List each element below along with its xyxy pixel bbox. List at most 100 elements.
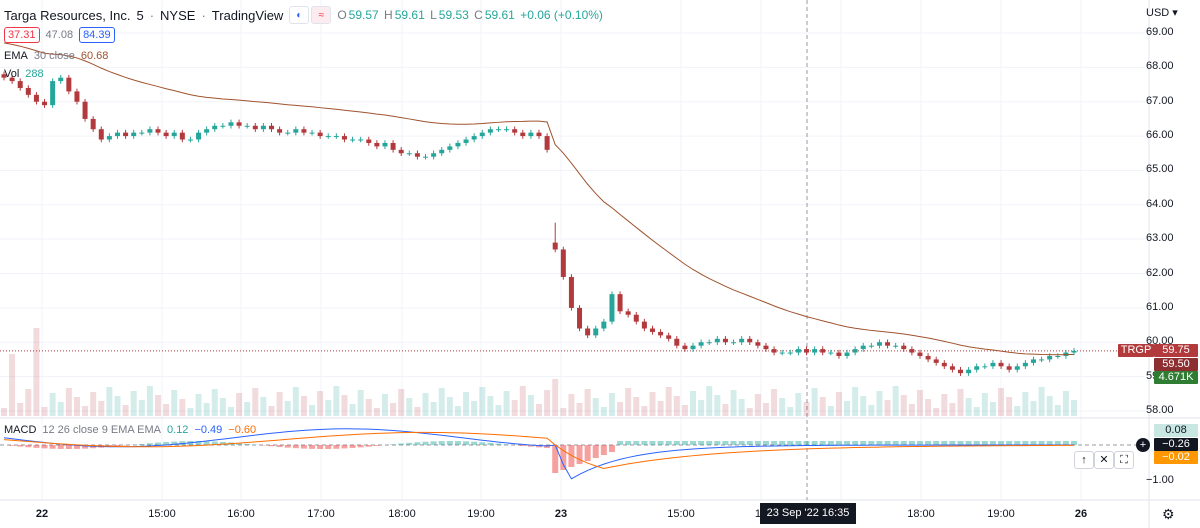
candle-body: [1030, 359, 1036, 363]
price-axis-tick: 69.00: [1146, 26, 1174, 38]
macd-histogram-bar: [1022, 441, 1029, 445]
candle-body: [909, 349, 915, 353]
volume-bar: [446, 397, 453, 416]
candle-body: [439, 149, 445, 154]
candle-body: [682, 345, 688, 350]
volume-bar: [690, 391, 697, 416]
ema-legend[interactable]: EMA 30 close 60.68: [4, 50, 108, 62]
maximize-icon[interactable]: ⛶: [1114, 451, 1134, 469]
volume-bar: [414, 407, 421, 416]
macd-histogram-bar: [422, 441, 429, 445]
candle-body: [876, 342, 882, 346]
macd-histogram-bar: [463, 441, 470, 445]
currency-label[interactable]: USD ▾: [1146, 7, 1178, 19]
volume-bar: [333, 386, 340, 416]
candle-body: [949, 366, 955, 370]
macd-histogram-bar: [57, 445, 64, 449]
candle-body: [577, 307, 583, 329]
close-icon[interactable]: ✕: [1094, 451, 1114, 469]
candle-body: [204, 129, 210, 133]
approx-icon[interactable]: ≈: [311, 6, 332, 24]
macd-histogram-bar: [819, 441, 826, 445]
candle-body: [1, 74, 7, 78]
volume-bar: [698, 400, 705, 416]
vol-legend[interactable]: Vol 288: [4, 68, 44, 80]
sell-button[interactable]: 37.31: [4, 27, 40, 43]
volume-bar: [900, 395, 907, 416]
crosshair-time-label: 23 Sep '22 16:35: [760, 503, 856, 524]
macd-histogram-bar: [552, 445, 559, 473]
macd-legend[interactable]: MACD 12 26 close 9 EMA EMA 0.12 −0.49 −0…: [4, 424, 256, 436]
volume-bar: [827, 406, 834, 416]
candle-body: [9, 77, 15, 82]
interval-label[interactable]: 5: [136, 7, 144, 23]
candle-body: [358, 139, 364, 141]
volume-bar: [617, 402, 624, 416]
macd-histogram-bar: [706, 441, 713, 445]
macd-histogram-bar: [576, 445, 583, 464]
macd-histogram-bar: [1062, 441, 1069, 445]
volume-bar: [1046, 396, 1053, 416]
volume-bar: [754, 394, 761, 416]
volume-bar: [868, 405, 875, 416]
gear-icon[interactable]: ⚙: [1162, 506, 1175, 522]
volume-bar: [803, 402, 810, 416]
macd-histogram-bar: [787, 441, 794, 445]
candle-body: [301, 129, 307, 133]
macd-histogram-bar: [852, 441, 859, 445]
volume-bar: [65, 388, 72, 416]
volume-bar: [738, 399, 745, 416]
candle-body: [917, 352, 923, 356]
price-axis-tick: 61.00: [1146, 300, 1174, 313]
macd-histogram-bar: [365, 445, 372, 447]
volume-bar: [527, 395, 534, 416]
buy-button[interactable]: 84.39: [79, 27, 115, 43]
candle-body: [33, 94, 39, 102]
candle-body: [974, 366, 980, 370]
plus-circle-icon[interactable]: +: [1136, 438, 1150, 452]
vol-value: 288: [25, 68, 44, 80]
macd-histogram-bar: [633, 441, 640, 445]
candle-body: [658, 331, 664, 336]
candle-body: [431, 153, 437, 157]
macd-histogram-bar: [1054, 441, 1061, 445]
candle-body: [398, 149, 404, 154]
ohlc-values: O 59.57 H 59.61 L 59.53 C 59.61 +0.06 (+0.10…: [337, 8, 605, 22]
macd-histogram-bar: [333, 445, 340, 449]
macd-histogram-bar: [738, 441, 745, 445]
volume-bar: [373, 408, 380, 416]
volume-bar: [860, 396, 867, 416]
candle-body: [82, 101, 88, 119]
candle-body: [1006, 366, 1012, 370]
symbol-name[interactable]: Targa Resources, Inc.: [4, 7, 131, 23]
macd-histogram-bar: [82, 445, 89, 449]
arrow-up-icon[interactable]: ↑: [1074, 451, 1094, 469]
volume-bar: [325, 400, 332, 416]
volume-bar: [422, 393, 429, 416]
candle-body: [74, 91, 80, 102]
moon-icon[interactable]: ◐: [289, 6, 310, 24]
volume-bar: [779, 398, 786, 416]
volume-bar: [933, 408, 940, 416]
candle-body: [852, 349, 858, 353]
candle-body: [512, 129, 518, 133]
candle-body: [423, 156, 429, 158]
volume-bar: [495, 405, 502, 416]
macd-histogram-bar: [617, 441, 624, 445]
candle-body: [901, 345, 907, 350]
candle-body: [633, 314, 639, 322]
candle-body: [236, 122, 242, 126]
volume-bar: [203, 403, 210, 416]
macd-histogram-bar: [900, 441, 907, 445]
time-axis-label: 19:00: [467, 508, 495, 520]
macd-histogram-bar: [438, 441, 445, 445]
exchange-label: NYSE: [160, 7, 196, 23]
volume-bar: [633, 397, 640, 416]
candle-body: [690, 345, 696, 350]
volume-bar: [908, 404, 915, 416]
macd-histogram-bar: [398, 443, 405, 445]
candle-body: [941, 362, 947, 367]
macd-histogram-bar: [65, 445, 72, 449]
volume-bar: [706, 386, 713, 416]
